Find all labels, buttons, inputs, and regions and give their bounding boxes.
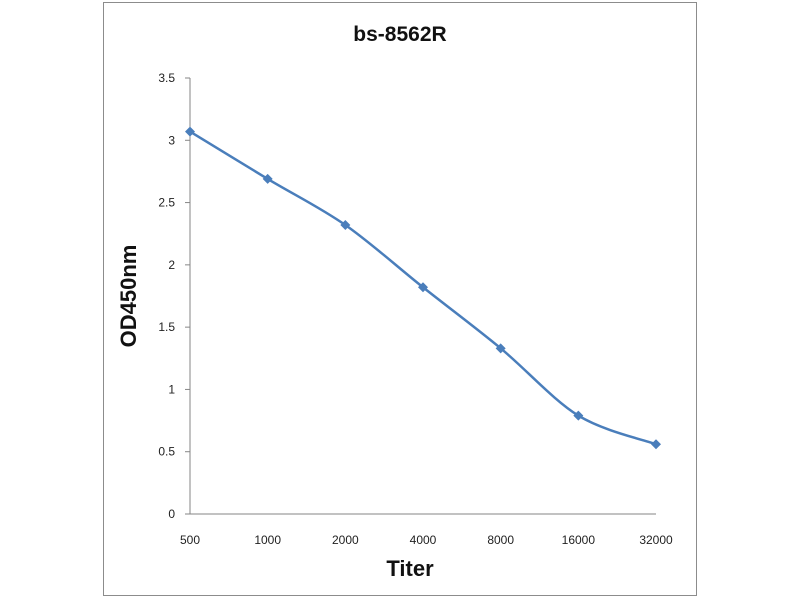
y-axis-title: OD450nm <box>116 245 141 348</box>
x-axis-title: Titer <box>386 556 434 581</box>
data-point <box>495 343 506 354</box>
y-tick-label: 1 <box>168 382 175 396</box>
data-point <box>262 173 273 184</box>
y-tick-label: 1.5 <box>158 320 175 334</box>
x-tick-label: 1000 <box>254 533 281 547</box>
x-axis-ticks: 500 1000 2000 4000 8000 16000 32000 <box>180 533 673 547</box>
x-tick-label: 2000 <box>332 533 359 547</box>
y-tick-label: 0 <box>168 507 175 521</box>
x-tick-label: 500 <box>180 533 200 547</box>
data-point <box>418 282 428 293</box>
x-tick-label: 8000 <box>487 533 514 547</box>
y-tick-label: 2 <box>168 258 175 272</box>
data-point <box>185 126 195 137</box>
y-axis-ticks: 0 0.5 1 1.5 2 2.5 3 3.5 <box>158 71 190 521</box>
y-tick-label: 3 <box>168 133 175 147</box>
data-point <box>573 410 584 421</box>
data-point <box>651 439 661 450</box>
y-tick-label: 0.5 <box>158 445 175 459</box>
data-point <box>340 219 351 230</box>
y-tick-label: 3.5 <box>158 71 175 85</box>
series-markers <box>185 126 661 450</box>
x-tick-label: 4000 <box>410 533 437 547</box>
x-tick-label: 16000 <box>562 533 596 547</box>
x-tick-label: 32000 <box>639 533 673 547</box>
chart-title: bs-8562R <box>353 23 446 46</box>
y-tick-label: 2.5 <box>158 196 175 210</box>
chart-frame <box>103 2 697 596</box>
